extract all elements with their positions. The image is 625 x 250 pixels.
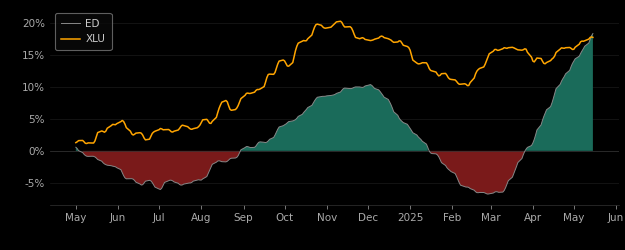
- Line: ED: ED: [76, 34, 593, 194]
- Legend: ED, XLU: ED, XLU: [55, 13, 111, 51]
- Line: XLU: XLU: [76, 21, 593, 144]
